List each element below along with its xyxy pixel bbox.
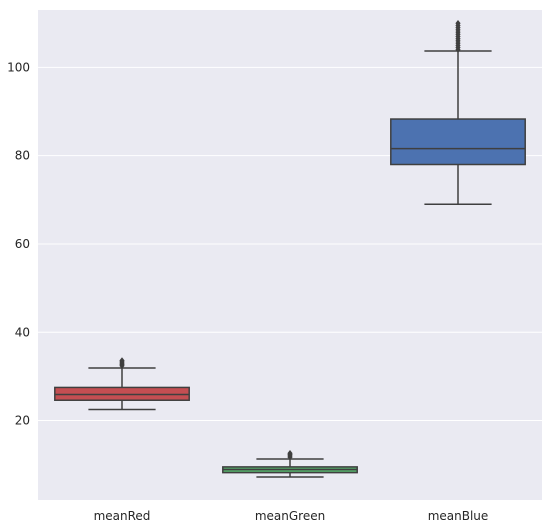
outlier-marker [455, 20, 461, 27]
x-tick-labels: meanRed meanGreen meanBlue [94, 509, 489, 523]
boxes-layer [54, 20, 526, 478]
box-iqr [390, 118, 526, 166]
outlier-marker [119, 357, 125, 364]
y-tick-labels: 20 40 60 80 100 [7, 60, 30, 427]
y-tick-label: 100 [7, 60, 30, 74]
y-tick-label: 60 [15, 237, 30, 251]
y-tick-label: 40 [15, 325, 30, 339]
y-tick-label: 20 [15, 414, 30, 428]
box-meanRed [54, 357, 190, 411]
y-tick-label: 80 [15, 149, 30, 163]
box-meanBlue [390, 20, 526, 205]
box-meanGreen [222, 450, 358, 478]
plot-area [38, 10, 542, 500]
x-tick-label: meanGreen [255, 509, 325, 523]
x-tick-label: meanBlue [428, 509, 489, 523]
outlier-marker [287, 450, 293, 457]
x-tick-label: meanRed [94, 509, 151, 523]
